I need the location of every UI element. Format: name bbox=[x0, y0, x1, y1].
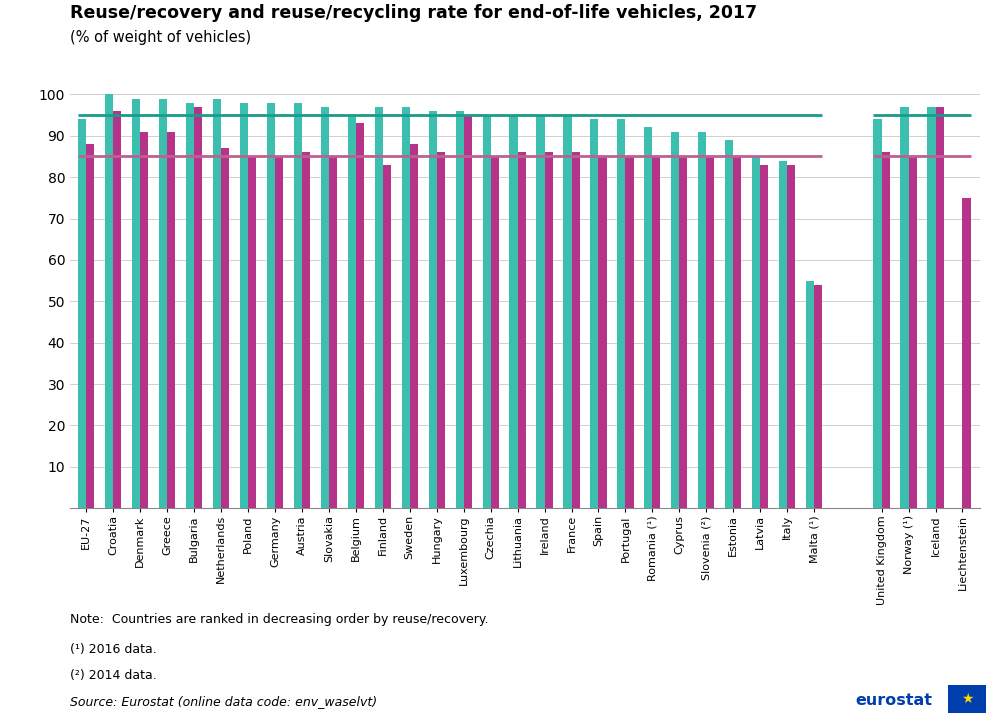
Bar bbox=[240, 102, 248, 508]
Text: Note:  Countries are ranked in decreasing order by reuse/recovery.: Note: Countries are ranked in decreasing… bbox=[70, 613, 488, 627]
Bar bbox=[760, 165, 768, 508]
Bar bbox=[752, 157, 760, 508]
Bar bbox=[962, 198, 971, 508]
Bar bbox=[275, 157, 283, 508]
Bar bbox=[644, 128, 652, 508]
Bar bbox=[213, 99, 221, 508]
Bar bbox=[464, 115, 472, 508]
Bar bbox=[113, 111, 121, 508]
Bar bbox=[545, 152, 553, 508]
Bar bbox=[625, 157, 634, 508]
Text: Reuse/recovery and reuse/recycling rate for end-of-life vehicles, 2017: Reuse/recovery and reuse/recycling rate … bbox=[70, 4, 757, 22]
Bar bbox=[572, 152, 580, 508]
Bar bbox=[410, 144, 418, 508]
Bar bbox=[617, 119, 625, 508]
Bar bbox=[267, 102, 275, 508]
Bar bbox=[321, 107, 329, 508]
Bar bbox=[936, 107, 944, 508]
Bar bbox=[402, 107, 410, 508]
Bar bbox=[536, 115, 545, 508]
Bar bbox=[563, 115, 572, 508]
Bar bbox=[294, 102, 302, 508]
Bar bbox=[706, 157, 714, 508]
Bar bbox=[725, 140, 733, 508]
Bar bbox=[140, 131, 148, 508]
Bar bbox=[733, 157, 741, 508]
Bar bbox=[78, 119, 86, 508]
Bar bbox=[302, 152, 310, 508]
Bar bbox=[806, 281, 814, 508]
Bar bbox=[787, 165, 795, 508]
Bar bbox=[518, 152, 526, 508]
Bar bbox=[248, 157, 256, 508]
Bar bbox=[456, 111, 464, 508]
Bar bbox=[194, 107, 202, 508]
Text: (¹) 2016 data.: (¹) 2016 data. bbox=[70, 643, 157, 656]
Bar bbox=[356, 123, 364, 508]
Bar bbox=[909, 157, 917, 508]
Bar bbox=[509, 115, 518, 508]
Text: (% of weight of vehicles): (% of weight of vehicles) bbox=[70, 30, 251, 46]
Text: ★: ★ bbox=[961, 692, 973, 706]
Bar bbox=[429, 111, 437, 508]
Bar bbox=[483, 115, 491, 508]
Bar bbox=[598, 157, 607, 508]
Bar bbox=[900, 107, 909, 508]
Bar bbox=[186, 102, 194, 508]
Bar bbox=[698, 131, 706, 508]
Bar bbox=[167, 131, 175, 508]
Text: (²) 2014 data.: (²) 2014 data. bbox=[70, 669, 157, 682]
Text: Source: Eurostat (online data code: env_waselvt): Source: Eurostat (online data code: env_… bbox=[70, 696, 377, 709]
Bar bbox=[814, 285, 822, 508]
Bar bbox=[86, 144, 94, 508]
Bar bbox=[221, 148, 229, 508]
Bar bbox=[348, 115, 356, 508]
Bar bbox=[779, 160, 787, 508]
Bar bbox=[590, 119, 598, 508]
Bar bbox=[132, 99, 140, 508]
Bar bbox=[671, 131, 679, 508]
Bar bbox=[873, 119, 882, 508]
Bar bbox=[383, 165, 391, 508]
Bar bbox=[159, 99, 167, 508]
Bar bbox=[329, 157, 337, 508]
Bar bbox=[437, 152, 445, 508]
Bar bbox=[491, 157, 499, 508]
Bar bbox=[882, 152, 890, 508]
Bar bbox=[927, 107, 936, 508]
Bar bbox=[375, 107, 383, 508]
Text: eurostat: eurostat bbox=[855, 693, 932, 708]
Bar bbox=[652, 157, 660, 508]
Bar bbox=[679, 157, 687, 508]
Bar bbox=[105, 94, 113, 508]
